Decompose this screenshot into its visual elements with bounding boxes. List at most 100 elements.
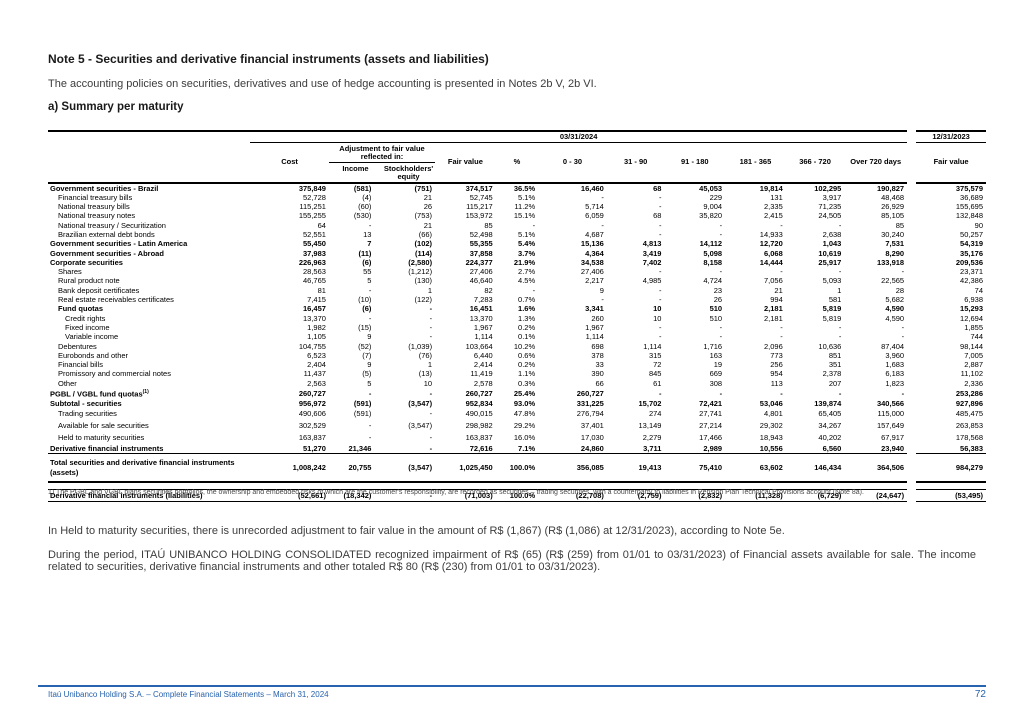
- cell: 5,819: [822, 304, 842, 314]
- cell: 53,046: [759, 398, 783, 408]
- cell: 63,602: [725, 453, 786, 484]
- table-row: Fixed income 1,982 (15) - 1,967 0.2% 1,967 - - - -…: [48, 323, 986, 332]
- cell: 40,202: [818, 433, 842, 443]
- cell: -: [429, 313, 433, 323]
- cell: 1,967: [585, 322, 604, 332]
- cell: 56,383: [916, 444, 986, 455]
- cell: -: [901, 388, 905, 398]
- table-row: Promissory and commercial notes 11,437 (5)…: [48, 369, 986, 378]
- cell: 17,466: [699, 433, 723, 443]
- note-title: Note 5 - Securities and derivative finan…: [48, 52, 489, 66]
- cell: -: [429, 388, 433, 398]
- row-label: Trading securities: [58, 409, 117, 419]
- cell: -: [901, 267, 905, 277]
- cell: -: [719, 388, 723, 398]
- cell: 1: [837, 285, 842, 295]
- cell: 8,290: [885, 248, 905, 258]
- cell: 7.1%: [495, 444, 539, 455]
- cell: 85: [484, 220, 493, 230]
- cell: (114): [414, 248, 433, 258]
- cell: 19,814: [759, 183, 783, 193]
- cell: 6,068: [763, 248, 783, 258]
- cell: 9: [367, 332, 372, 342]
- cell: -: [429, 409, 433, 419]
- cell: 698: [591, 341, 604, 351]
- cell: 55,355: [469, 239, 493, 249]
- cell: 18,943: [759, 433, 783, 443]
- cell: 0.1%: [518, 332, 536, 342]
- cell: 2,404: [307, 360, 326, 370]
- cell: 1,114: [643, 341, 662, 351]
- cell: 27,406: [469, 267, 493, 277]
- table-row: Derivative financial instruments 51,270 21…: [48, 444, 986, 455]
- cell: (13): [418, 369, 433, 379]
- table-row: Derivative financial instruments (liabil…: [48, 488, 986, 502]
- cell: 5: [367, 378, 372, 388]
- cell: 28,563: [303, 267, 326, 277]
- cell: 11,437: [303, 369, 326, 379]
- cell: (1,039): [408, 341, 433, 351]
- cell: 260,727: [576, 388, 604, 398]
- table-row: Available for sale securities 302,529 - (3,…: [48, 420, 986, 432]
- cell: 27,741: [699, 409, 723, 419]
- table-row: Total securities and derivative financia…: [48, 453, 986, 484]
- cell: 81: [317, 285, 326, 295]
- cell: (2,580): [408, 257, 433, 267]
- cell: 163,837: [298, 433, 326, 443]
- table-row: Trading securities 490,606 (591) - 490,015 47…: [48, 408, 986, 420]
- cell: 1,105: [307, 332, 326, 342]
- cell: 15.1%: [513, 211, 536, 221]
- cell: 54,319: [960, 239, 983, 249]
- cell: 115,000: [877, 409, 905, 419]
- cell: 2,578: [473, 378, 493, 388]
- cell: 253,286: [955, 388, 983, 398]
- cell: 155,255: [298, 211, 326, 221]
- col-header-percent: %: [495, 142, 539, 184]
- cell: 153,972: [465, 211, 493, 221]
- cell: 82: [484, 285, 493, 295]
- cell: (2,832): [664, 488, 726, 502]
- cell: 20,755: [328, 453, 375, 484]
- cell: 3,917: [822, 192, 842, 202]
- section-title: a) Summary per maturity: [48, 101, 184, 113]
- row-label: National treasury / Securitization: [58, 220, 166, 230]
- cell: 308: [709, 378, 723, 388]
- cell: 1,683: [885, 360, 905, 370]
- row-label: Bank deposit certificates: [58, 285, 140, 295]
- cell: 1,114: [585, 332, 604, 342]
- cell: 510: [709, 304, 723, 314]
- cell: (5): [362, 369, 372, 379]
- cell: 263,853: [955, 421, 983, 431]
- cell: 45,053: [699, 183, 723, 193]
- cell: 21,346: [328, 444, 375, 455]
- cell: 1.3%: [518, 313, 536, 323]
- cell: 2,217: [585, 276, 604, 286]
- cell: 42,386: [960, 276, 983, 286]
- cell: 7,283: [473, 295, 493, 305]
- cell: -: [719, 229, 723, 239]
- cell: 14,444: [759, 257, 783, 267]
- cell: (6): [362, 304, 372, 314]
- cell: 13,149: [638, 421, 662, 431]
- cell: 65,405: [818, 409, 842, 419]
- col-header-maturity: 366 - 720: [785, 142, 845, 184]
- cell: 139,874: [814, 398, 842, 408]
- cell: (751): [414, 183, 433, 193]
- cell: 7,415: [307, 295, 326, 305]
- cell: 26: [713, 295, 723, 305]
- cell: 13,370: [469, 313, 493, 323]
- row-label: Financial treasury bills: [58, 192, 133, 202]
- cell: 25.4%: [513, 388, 536, 398]
- cell: (22,708): [538, 488, 607, 502]
- cell: 2,989: [664, 444, 726, 455]
- cell: 10: [653, 313, 662, 323]
- cell: 581: [828, 295, 842, 305]
- col-header-maturity: 181 - 365: [725, 142, 786, 184]
- cell: 16,451: [469, 304, 493, 314]
- cell: (10): [358, 295, 372, 305]
- cell: 50,257: [960, 229, 983, 239]
- cell: -: [780, 388, 783, 398]
- row-label: Promissory and commercial notes: [58, 369, 171, 379]
- cell: 12,720: [759, 239, 783, 249]
- cell: 4,813: [642, 239, 662, 249]
